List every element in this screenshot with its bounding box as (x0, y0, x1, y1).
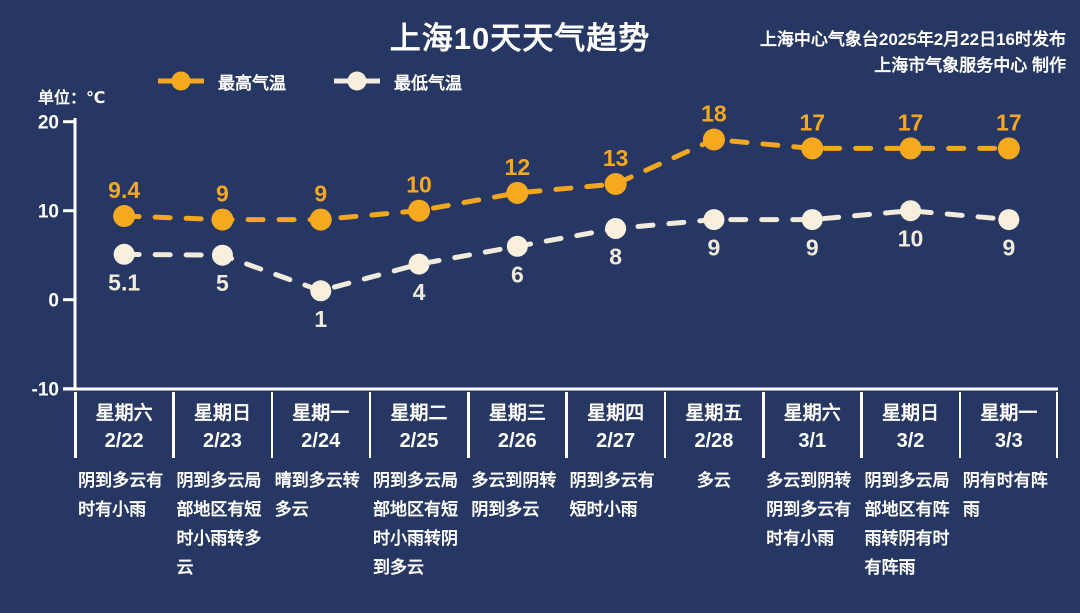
forecast-day-column: 星期日 3/2 阴到多云局部地区有阵雨转阴有时有阵雨 (860, 390, 959, 610)
day-header: 星期一 2/24 (272, 390, 370, 456)
weather-description: 阴到多云有时有小雨 (78, 471, 164, 519)
weekday-label: 星期一 (980, 403, 1038, 424)
day-header: 星期日 2/23 (173, 390, 271, 456)
unit-label: 单位：℃ (38, 90, 106, 107)
svg-text:5: 5 (216, 270, 229, 296)
day-header: 星期六 2/22 (75, 390, 173, 456)
date-label: 2/25 (399, 430, 439, 452)
weekday-label: 星期四 (587, 403, 645, 424)
forecast-day-column: 星期一 2/24 晴到多云转多云 (270, 390, 370, 610)
svg-text:10: 10 (406, 172, 432, 198)
forecast-day-column: 星期四 2/27 阴到多云有短时小雨 (565, 390, 664, 610)
issue-line-1: 上海中心气象台2025年2月22日16时发布 (759, 30, 1066, 49)
svg-text:13: 13 (603, 145, 629, 171)
forecast-day-column: 星期一 3/3 阴有时有阵雨 (958, 390, 1058, 610)
weather-description: 多云 (696, 471, 731, 490)
low-temp-legend-marker-icon (334, 70, 380, 92)
svg-text:9: 9 (1002, 235, 1015, 261)
svg-text:20: 20 (38, 113, 59, 134)
chart-legend: 最高气温 最低气温 (158, 68, 462, 94)
weekday-label: 星期日 (193, 403, 251, 424)
weather-description: 多云到阴转阴到多云有时有小雨 (766, 471, 852, 548)
svg-text:8: 8 (609, 244, 622, 270)
weather-description: 阴到多云局部地区有短时小雨转阴到多云 (373, 471, 459, 577)
weekday-label: 星期五 (685, 403, 743, 424)
day-header: 星期三 2/26 (468, 390, 566, 456)
date-label: 2/24 (301, 430, 341, 452)
high-temp-legend-marker-icon (158, 70, 204, 92)
date-label: 3/1 (798, 430, 827, 452)
day-header: 星期四 2/27 (566, 390, 664, 456)
weather-description: 阴到多云有短时小雨 (569, 471, 655, 519)
weather-description: 阴到多云局部地区有阵雨转阴有时有阵雨 (864, 471, 950, 577)
date-label: 2/23 (202, 430, 242, 452)
svg-text:9: 9 (314, 181, 327, 207)
svg-text:1: 1 (314, 306, 327, 332)
issue-line-2: 上海市气象服务中心 制作 (874, 56, 1066, 75)
svg-text:0: 0 (48, 291, 59, 312)
weekday-label: 星期一 (292, 403, 350, 424)
svg-text:17: 17 (996, 109, 1022, 135)
date-label: 3/3 (994, 430, 1023, 452)
date-label: 2/22 (104, 430, 144, 452)
weekday-label: 星期六 (95, 403, 153, 424)
forecast-day-column: 星期六 2/22 阴到多云有时有小雨 (73, 390, 173, 610)
date-label: 2/27 (596, 430, 636, 452)
weekday-label: 星期六 (783, 403, 841, 424)
day-header: 星期五 2/28 (665, 390, 763, 456)
page-title: 上海10天天气趋势 (389, 21, 651, 56)
svg-text:-10: -10 (32, 380, 59, 401)
weather-description: 晴到多云转多云 (274, 471, 360, 519)
forecast-day-column: 星期五 2/28 多云 (663, 390, 763, 610)
day-header: 星期六 3/1 (763, 390, 861, 456)
forecast-table: 星期六 2/22 阴到多云有时有小雨 星期日 2/23 阴到多云局部地区有短时小雨转多云星… (73, 390, 1058, 610)
weather-description: 阴有时有阵雨 (962, 471, 1048, 519)
svg-text:9: 9 (708, 235, 721, 261)
svg-text:18: 18 (701, 101, 727, 127)
forecast-day-column: 星期二 2/25 阴到多云局部地区有短时小雨转阴到多云 (368, 390, 468, 610)
svg-text:9.4: 9.4 (108, 177, 140, 203)
high-temp-legend-label: 最高气温 (218, 73, 286, 93)
forecast-day-column: 星期六 3/1 多云到阴转阴到多云有时有小雨 (762, 390, 861, 610)
weekday-label: 星期日 (882, 403, 940, 424)
svg-text:5.1: 5.1 (108, 269, 140, 295)
day-header: 星期日 3/2 (861, 390, 959, 456)
date-label: 3/2 (896, 430, 925, 452)
weather-description: 阴到多云局部地区有短时小雨转多云 (176, 471, 262, 577)
svg-text:6: 6 (511, 261, 524, 287)
svg-text:17: 17 (898, 109, 924, 135)
day-header: 星期一 3/3 (960, 390, 1058, 456)
low-temp-legend-label: 最低气温 (394, 73, 462, 93)
svg-text:10: 10 (898, 226, 924, 252)
svg-text:12: 12 (505, 154, 531, 180)
date-label: 2/26 (497, 430, 537, 452)
weekday-label: 星期三 (488, 403, 546, 424)
weekday-label: 星期二 (390, 403, 448, 424)
issue-info: 上海中心气象台2025年2月22日16时发布 上海市气象服务中心 制作 (760, 27, 1066, 79)
weather-description: 多云到阴转阴到多云 (471, 471, 557, 519)
svg-text:9: 9 (216, 181, 229, 207)
svg-text:17: 17 (799, 109, 825, 135)
svg-text:9: 9 (806, 235, 819, 261)
svg-text:4: 4 (413, 279, 426, 305)
forecast-day-column: 星期三 2/26 多云到阴转阴到多云 (467, 390, 566, 610)
day-header: 星期二 2/25 (370, 390, 468, 456)
svg-text:10: 10 (38, 202, 59, 223)
forecast-day-column: 星期日 2/23 阴到多云局部地区有短时小雨转多云 (172, 390, 271, 610)
date-label: 2/28 (694, 430, 734, 452)
